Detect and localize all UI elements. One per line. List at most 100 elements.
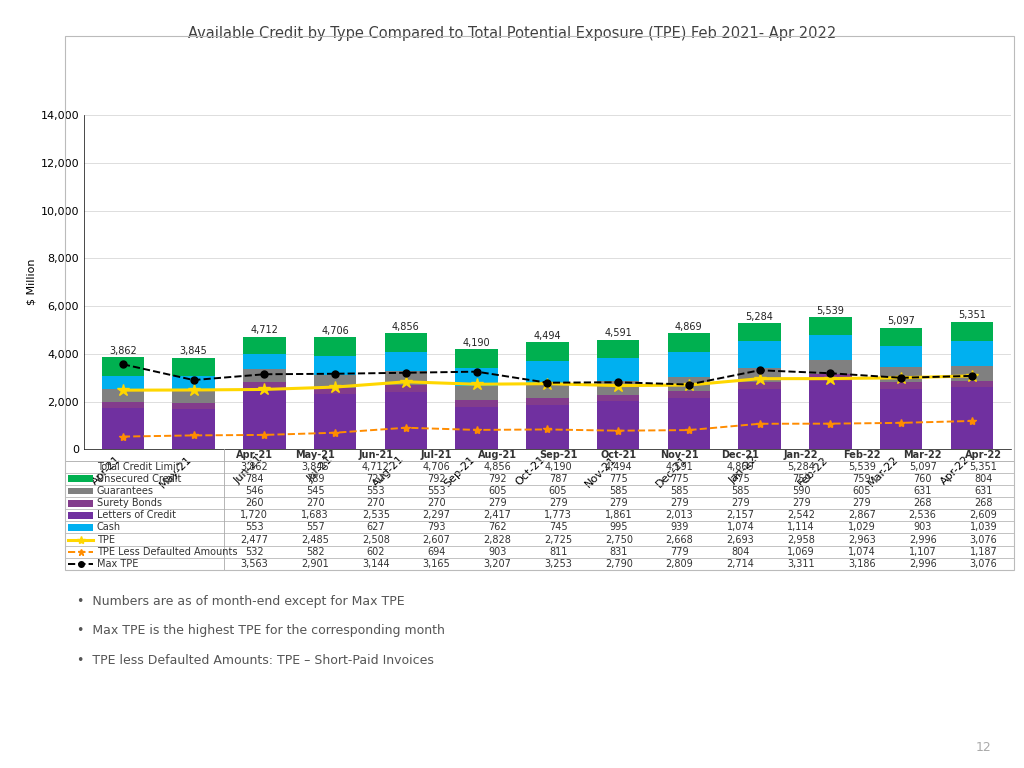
Bar: [809, 381, 852, 449]
Text: 3,165: 3,165: [423, 559, 451, 569]
Text: 792: 792: [488, 474, 507, 484]
Text: 270: 270: [427, 498, 445, 508]
Bar: [950, 366, 993, 381]
Text: 279: 279: [488, 498, 507, 508]
Text: 1,074: 1,074: [726, 522, 755, 532]
Bar: [243, 354, 286, 369]
Text: 279: 279: [853, 498, 871, 508]
Text: 546: 546: [245, 486, 263, 496]
Text: 2,828: 2,828: [483, 535, 511, 545]
Text: 4,856: 4,856: [483, 462, 511, 472]
Bar: [668, 352, 710, 377]
Text: 605: 605: [488, 486, 507, 496]
Text: 1,683: 1,683: [301, 510, 329, 520]
Text: 553: 553: [245, 522, 263, 532]
Text: 2,536: 2,536: [908, 510, 937, 520]
Text: 2,750: 2,750: [605, 535, 633, 545]
Text: 605: 605: [549, 486, 567, 496]
Text: 727: 727: [367, 474, 385, 484]
Text: 4,712: 4,712: [361, 462, 390, 472]
Text: 903: 903: [913, 522, 932, 532]
Bar: [69, 500, 93, 507]
Text: Jan-22: Jan-22: [784, 449, 818, 459]
Text: 270: 270: [367, 498, 385, 508]
Bar: [385, 353, 427, 370]
Bar: [597, 358, 639, 381]
Bar: [880, 389, 923, 449]
Text: Jul-21: Jul-21: [421, 449, 453, 459]
Text: 553: 553: [367, 486, 385, 496]
Bar: [668, 333, 710, 352]
Bar: [950, 341, 993, 366]
Text: 2,901: 2,901: [301, 559, 329, 569]
Text: 745: 745: [549, 522, 567, 532]
Bar: [101, 376, 144, 389]
Text: •  Numbers are as of month-end except for Max TPE: • Numbers are as of month-end except for…: [77, 595, 404, 608]
Text: 5,284: 5,284: [745, 312, 773, 322]
Text: 602: 602: [367, 547, 385, 557]
Text: 5,097: 5,097: [908, 462, 937, 472]
Text: 762: 762: [488, 522, 507, 532]
Text: 1,773: 1,773: [544, 510, 572, 520]
Text: Nov-21: Nov-21: [660, 449, 699, 459]
Bar: [597, 339, 639, 358]
Text: Apr-21: Apr-21: [236, 449, 272, 459]
Text: 3,845: 3,845: [180, 346, 208, 356]
Text: 553: 553: [427, 486, 445, 496]
Text: 260: 260: [245, 498, 263, 508]
Bar: [880, 367, 923, 382]
Text: 903: 903: [488, 547, 507, 557]
Text: 2,867: 2,867: [848, 510, 876, 520]
Bar: [101, 409, 144, 449]
Text: 279: 279: [671, 498, 689, 508]
Text: Apr-22: Apr-22: [965, 449, 1001, 459]
Bar: [738, 341, 780, 368]
Text: 2,417: 2,417: [483, 510, 511, 520]
Text: Dec-21: Dec-21: [722, 449, 760, 459]
Text: 4,494: 4,494: [534, 330, 561, 340]
Text: 3,207: 3,207: [483, 559, 511, 569]
Text: •  TPE less Defaulted Amounts: TPE – Short-Paid Invoices: • TPE less Defaulted Amounts: TPE – Shor…: [77, 654, 434, 667]
Text: Surety Bonds: Surety Bonds: [97, 498, 162, 508]
Bar: [243, 369, 286, 382]
Text: 279: 279: [609, 498, 628, 508]
Bar: [172, 389, 215, 402]
Text: 532: 532: [245, 547, 263, 557]
Text: 627: 627: [367, 522, 385, 532]
Text: 779: 779: [671, 547, 689, 557]
Bar: [456, 349, 498, 368]
Text: 631: 631: [913, 486, 932, 496]
Bar: [314, 337, 356, 356]
Bar: [668, 391, 710, 398]
Text: 605: 605: [853, 486, 871, 496]
Bar: [880, 328, 923, 346]
Text: Mar-22: Mar-22: [903, 449, 942, 459]
Bar: [950, 381, 993, 387]
Y-axis label: $ Million: $ Million: [27, 259, 36, 306]
Text: 2,477: 2,477: [241, 535, 268, 545]
Bar: [738, 323, 780, 341]
Bar: [526, 342, 568, 360]
Text: 631: 631: [974, 486, 992, 496]
Text: 775: 775: [609, 474, 629, 484]
Text: 1,107: 1,107: [908, 547, 937, 557]
Bar: [172, 409, 215, 449]
Text: 2,609: 2,609: [970, 510, 997, 520]
Text: TPE: TPE: [97, 535, 115, 545]
Text: 3,253: 3,253: [544, 559, 572, 569]
Bar: [809, 359, 852, 374]
Text: 760: 760: [913, 474, 932, 484]
Text: May-21: May-21: [295, 449, 335, 459]
Text: 2,714: 2,714: [726, 559, 755, 569]
Bar: [456, 400, 498, 407]
Text: 2,508: 2,508: [361, 535, 390, 545]
Text: Available Credit by Type Compared to Total Potential Exposure (TPE) Feb 2021- Ap: Available Credit by Type Compared to Tot…: [187, 25, 837, 41]
Text: 3,311: 3,311: [787, 559, 815, 569]
Bar: [880, 382, 923, 389]
Text: 585: 585: [609, 486, 628, 496]
Text: Jun-21: Jun-21: [358, 449, 393, 459]
Text: 3,862: 3,862: [109, 346, 137, 356]
Bar: [738, 368, 780, 382]
Text: Feb-22: Feb-22: [843, 449, 881, 459]
Text: 1,069: 1,069: [787, 547, 815, 557]
